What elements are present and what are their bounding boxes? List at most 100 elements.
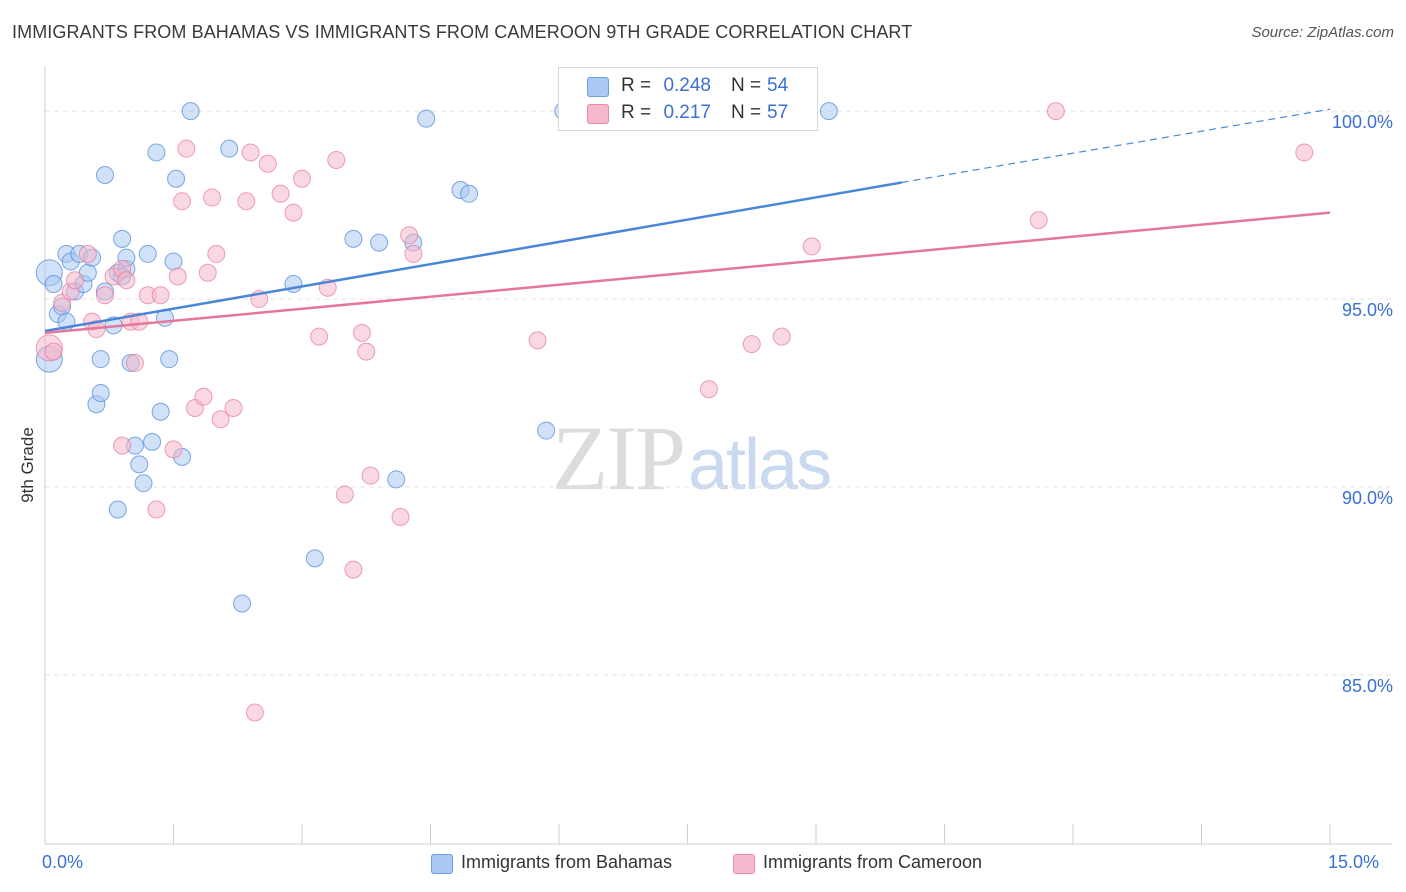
r-label: R =: [621, 75, 652, 96]
n-label: N =: [731, 75, 762, 96]
bahamas-point: [417, 109, 436, 128]
cameroon-point: [237, 192, 256, 211]
cameroon-point: [198, 263, 217, 282]
cameroon-point: [327, 150, 346, 169]
bahamas-point: [143, 432, 162, 451]
cameroon-point: [241, 143, 260, 162]
y-tick-label: 90.0%: [1342, 488, 1393, 508]
bahamas-point: [387, 470, 406, 489]
bahamas-point: [160, 350, 179, 369]
bahamas-point: [233, 594, 252, 613]
stats-legend: R = 0.248 N = 54 R = 0.217 N = 57: [558, 67, 818, 131]
bahamas-point: [220, 139, 239, 158]
bahamas-point: [113, 229, 132, 248]
n-label: N =: [731, 102, 762, 123]
legend-swatch-cameroon: [733, 854, 755, 874]
cameroon-point: [742, 335, 761, 354]
cameroon-point: [1046, 102, 1065, 121]
cameroon-point: [802, 237, 821, 256]
cameroon-point: [284, 203, 303, 222]
cameroon-point: [194, 387, 213, 406]
cameroon-point: [391, 508, 410, 527]
cameroon-point: [151, 286, 170, 305]
legend-swatch-bahamas: [431, 854, 453, 874]
cameroon-point: [245, 703, 264, 722]
cameroon-point: [168, 267, 187, 286]
n-value: 57: [767, 102, 789, 123]
cameroon-point: [344, 560, 363, 579]
cameroon-trend-line: [44, 211, 1331, 335]
cameroon-point: [164, 440, 183, 459]
bahamas-point: [130, 455, 149, 474]
cameroon-point: [65, 271, 84, 290]
chart-source: Source: ZipAtlas.com: [1251, 24, 1394, 41]
n-value: 54: [767, 75, 789, 96]
cameroon-point: [44, 342, 63, 361]
cameroon-point: [125, 353, 144, 372]
cameroon-point: [699, 380, 718, 399]
r-label: R =: [621, 102, 652, 123]
cameroon-point: [271, 184, 290, 203]
legend-label-bahamas: Immigrants from Bahamas: [461, 852, 673, 872]
cameroon-point: [113, 436, 132, 455]
stats-legend-row-bahamas: R = 0.248 N = 54: [559, 74, 817, 100]
r-value: 0.248: [663, 75, 711, 96]
bahamas-point: [44, 274, 63, 293]
legend-label-cameroon: Immigrants from Cameroon: [763, 852, 983, 872]
cameroon-point: [772, 327, 791, 346]
r-value: 0.217: [663, 102, 711, 123]
cameroon-point: [404, 244, 423, 263]
bahamas-point: [138, 244, 157, 263]
cameroon-point: [203, 188, 222, 207]
cameroon-point: [258, 154, 277, 173]
y-axis-label: 9th Grade: [18, 427, 37, 503]
cameroon-point: [211, 410, 230, 429]
cameroon-point: [147, 500, 166, 519]
bahamas-point: [147, 143, 166, 162]
watermark: ZIPatlas: [552, 405, 832, 511]
bahamas-point: [151, 402, 170, 421]
bahamas-trend-line: [44, 181, 902, 333]
y-tick-label: 95.0%: [1342, 300, 1393, 320]
y-tick-label: 100.0%: [1332, 112, 1393, 132]
swatch-bahamas: [587, 77, 609, 97]
cameroon-point: [361, 466, 380, 485]
bahamas-point: [108, 500, 127, 519]
bahamas-point: [344, 229, 363, 248]
cameroon-point: [95, 286, 114, 305]
cameroon-point: [207, 244, 226, 263]
cameroon-point: [1029, 211, 1048, 230]
cameroon-point: [177, 139, 196, 158]
x-tick-label-max: 15.0%: [1328, 852, 1380, 872]
watermark-zip: ZIP: [552, 407, 686, 509]
bahamas-point: [537, 421, 556, 440]
bahamas-point: [91, 383, 110, 402]
cameroon-point: [224, 399, 243, 418]
y-tick-label: 85.0%: [1342, 676, 1393, 696]
cameroon-point: [357, 342, 376, 361]
bahamas-point: [305, 549, 324, 568]
bahamas-point: [370, 233, 389, 252]
bahamas-point: [95, 165, 114, 184]
cameroon-point: [310, 327, 329, 346]
bahamas-point: [134, 474, 153, 493]
cameroon-point: [130, 312, 149, 331]
bahamas-point: [819, 102, 838, 121]
bahamas-point: [91, 350, 110, 369]
cameroon-point: [335, 485, 354, 504]
cameroon-point: [173, 192, 192, 211]
x-tick-label-min: 0.0%: [42, 852, 84, 872]
cameroon-point: [352, 323, 371, 342]
swatch-cameroon: [587, 104, 609, 124]
cameroon-point: [78, 244, 97, 263]
bahamas-point: [164, 252, 183, 271]
bahamas-trend-line-extension: [901, 108, 1331, 184]
cameroon-point: [117, 271, 136, 290]
chart-title: IMMIGRANTS FROM BAHAMAS VS IMMIGRANTS FR…: [12, 22, 913, 42]
bahamas-point: [181, 102, 200, 121]
watermark-atlas: atlas: [688, 425, 832, 505]
cameroon-point: [293, 169, 311, 188]
cameroon-point: [528, 331, 547, 350]
bahamas-point: [167, 169, 186, 188]
